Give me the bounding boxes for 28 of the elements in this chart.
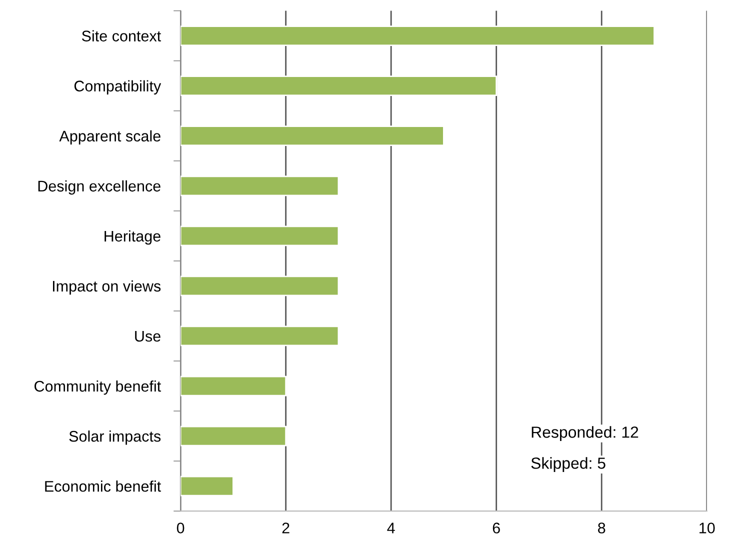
- bar: [180, 176, 340, 196]
- y-tick-label: Solar impacts: [69, 430, 161, 445]
- annotation: Responded: 12: [532, 426, 638, 441]
- bar: [180, 126, 444, 146]
- y-tick-label: Impact on views: [52, 280, 161, 295]
- y-tick-label: Community benefit: [34, 380, 162, 395]
- y-tick-label: Site context: [82, 30, 162, 42]
- bar: [180, 276, 340, 296]
- y-tick-label: Use: [135, 331, 160, 342]
- bar: [180, 26, 655, 46]
- x-tick-label: 0: [176, 522, 184, 534]
- annotation: Skipped: 5: [531, 457, 606, 472]
- x-tick-label: 6: [492, 522, 500, 534]
- y-tick-label: Design excellence: [38, 180, 160, 195]
- x-tick-label: 2: [282, 522, 290, 534]
- bar: [180, 476, 234, 496]
- x-tick-label: 4: [387, 522, 395, 534]
- bar: [180, 326, 340, 346]
- x-tick-label: 10: [700, 522, 715, 534]
- bar: [180, 376, 287, 396]
- bar: [180, 426, 287, 446]
- y-tick-label: Heritage: [104, 230, 160, 245]
- bar: [180, 76, 498, 96]
- y-tick-label: Apparent scale: [59, 130, 160, 145]
- x-tick-label: 8: [598, 522, 606, 534]
- y-tick-label: Compatibility: [74, 80, 162, 95]
- bar: [180, 226, 340, 246]
- y-tick-label: Economic benefit: [45, 480, 162, 492]
